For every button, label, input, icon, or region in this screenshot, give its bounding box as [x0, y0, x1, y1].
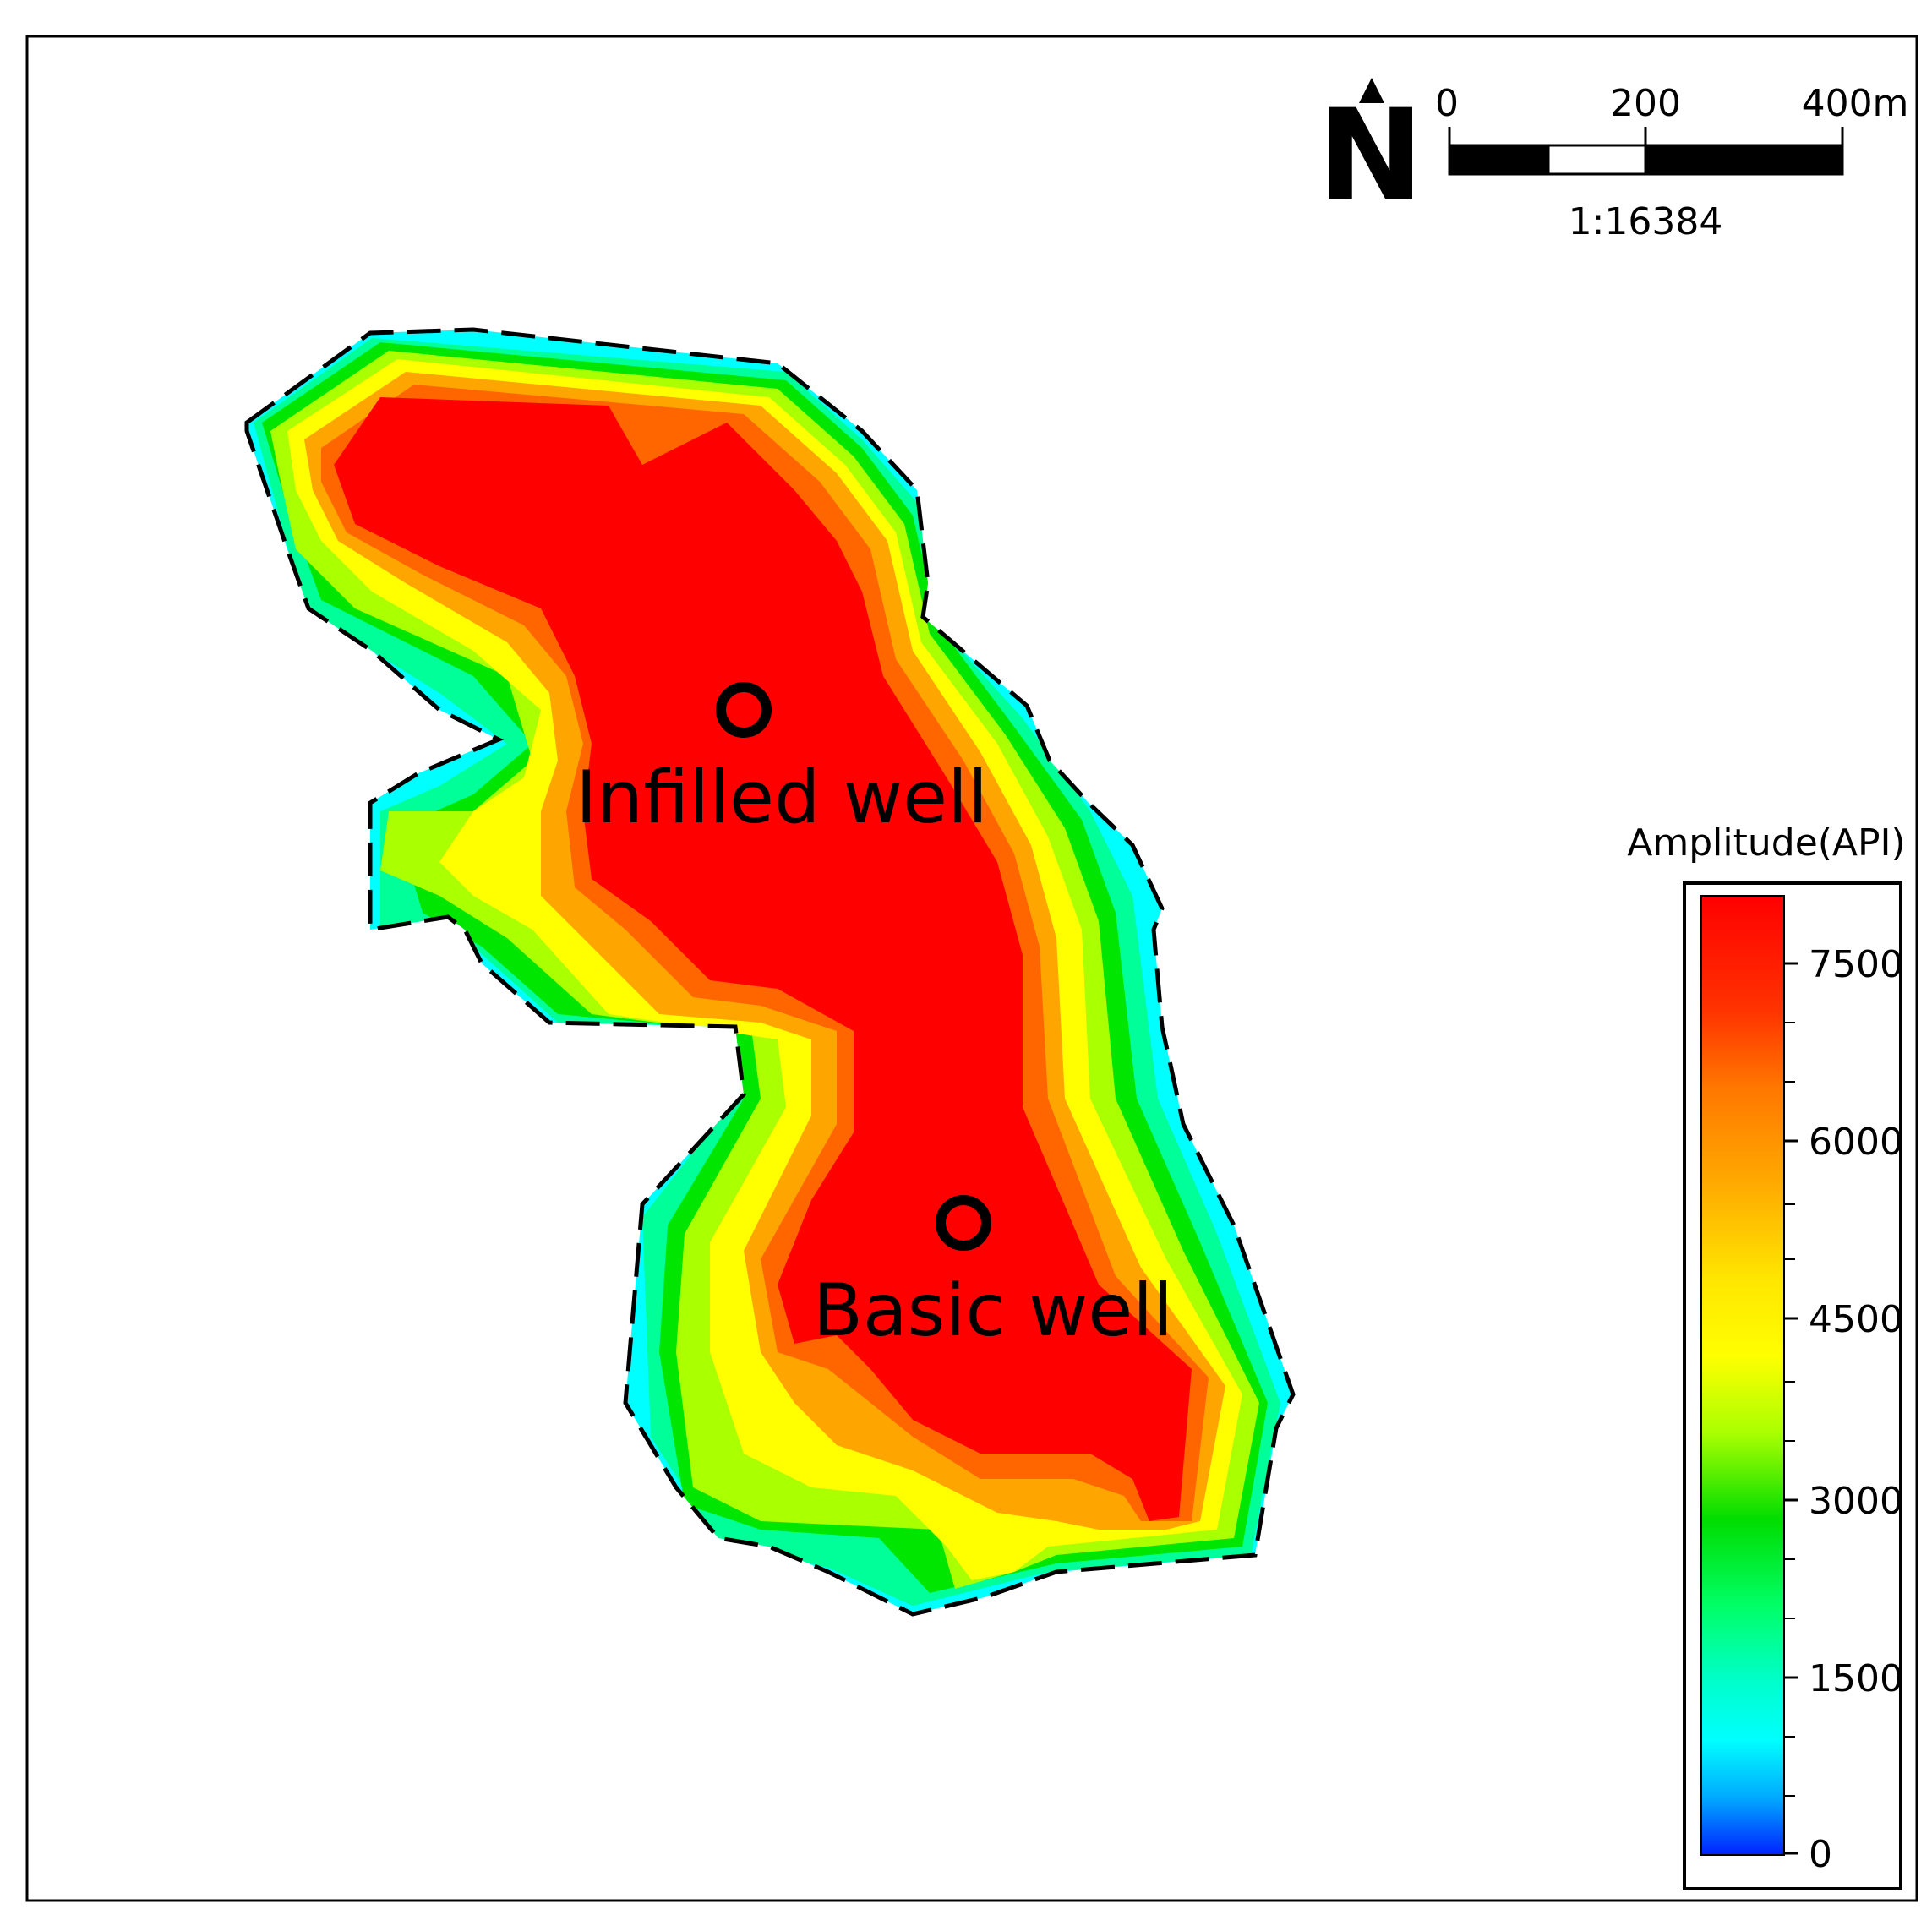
scale-tick-200: 200 [1610, 82, 1681, 125]
basic-well-marker [936, 1195, 991, 1251]
map-frame [25, 35, 1918, 1902]
legend-tick-label: 6000 [1809, 1121, 1903, 1164]
color-legend: Amplitude(API) 7500 6000 4500 3000 150 [1627, 821, 1906, 1890]
scale-bar: 0 200 400m 1:16384 [1435, 82, 1908, 243]
scale-tick-400: 400m [1802, 82, 1909, 125]
north-label: N [1318, 83, 1424, 230]
legend-colorbar [1700, 895, 1785, 1856]
legend-tick-label: 7500 [1809, 943, 1903, 986]
amplitude-contour-fill [247, 330, 1293, 1614]
north-arrow-icon: N [1318, 78, 1424, 230]
legend-tick-label: 1500 [1809, 1657, 1903, 1700]
legend-tick-label: 0 [1809, 1833, 1832, 1876]
legend-title: Amplitude(API) [1627, 821, 1905, 865]
survey-boundary [244, 327, 1296, 1617]
basic-well-label: Basic well [813, 1268, 1173, 1353]
infilled-well-marker [716, 682, 772, 738]
scale-tick-0: 0 [1435, 82, 1459, 125]
legend-minor-ticks [1784, 1022, 1795, 1797]
legend-tick-label: 3000 [1809, 1480, 1903, 1523]
infilled-well-label: Infilled well [576, 756, 988, 840]
legend-major-ticks [1784, 962, 1798, 1855]
legend-tick-label: 4500 [1809, 1298, 1903, 1341]
scale-ratio: 1:16384 [1569, 200, 1723, 243]
